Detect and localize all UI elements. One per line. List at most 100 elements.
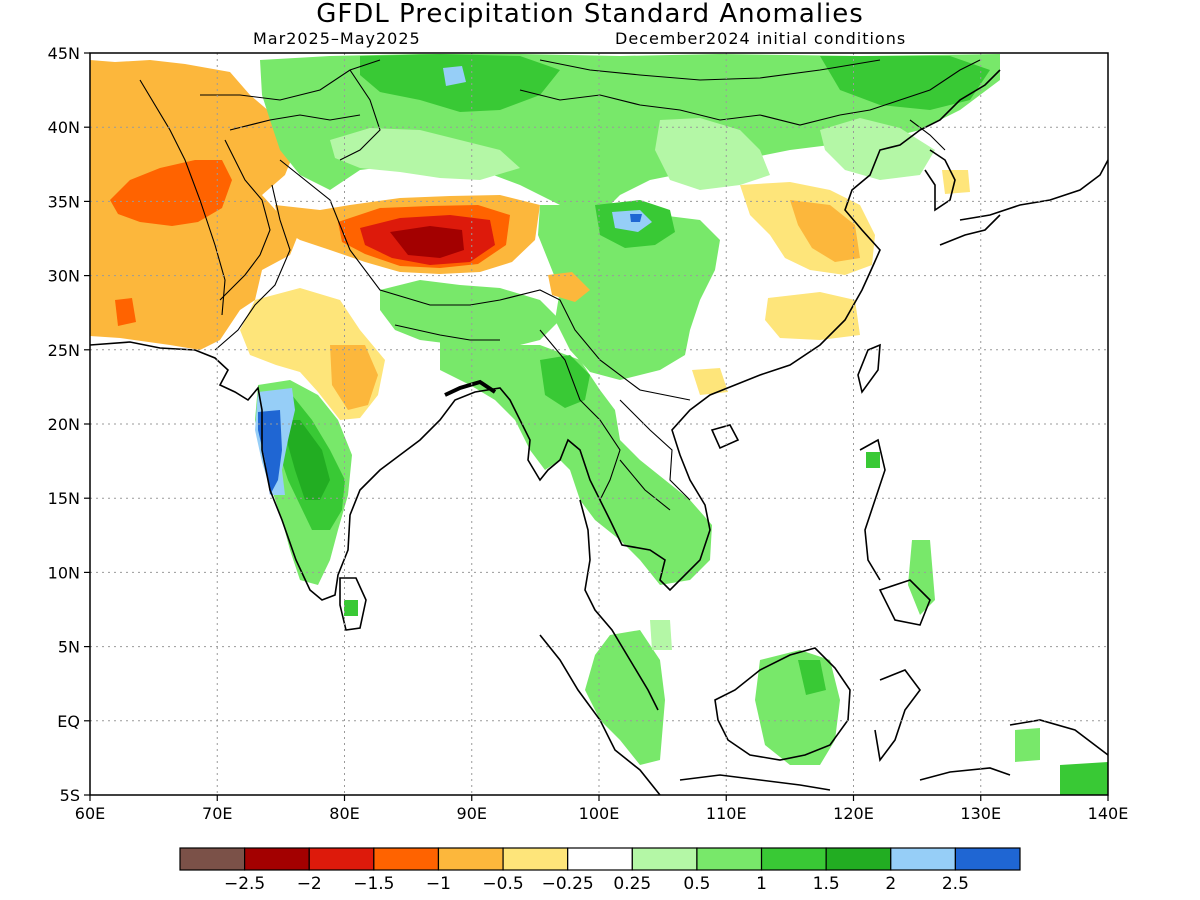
graticule: [90, 53, 1108, 795]
anomaly-neutral-china: [655, 118, 770, 190]
initial-conditions-label: December2024 initial conditions: [615, 29, 907, 48]
coastline-philippines-mindanao: [878, 579, 931, 626]
border-thailand-cambodia: [619, 459, 671, 511]
border-myanmar-east: [539, 329, 621, 501]
anomaly-green-malaysia: [585, 630, 665, 765]
colorbar-swatch: [502, 847, 569, 871]
lat-label: 35N: [48, 192, 80, 211]
lon-label: 110E: [706, 804, 747, 823]
border-china-korea: [909, 119, 946, 151]
political-borders: [139, 59, 981, 511]
colorbar: −2.5 −2 −1.5 −1 −0.5 −0.25 0.25 0.5 1 1.5 2 2.5: [179, 847, 1021, 894]
anomaly-neutral-north: [330, 128, 520, 180]
anomaly-green-borneo: [755, 650, 840, 765]
border-mongolia-north: [539, 59, 881, 81]
colorbar-label: −2: [297, 874, 322, 894]
anomaly-green-newguinea: [1015, 728, 1040, 762]
coastline-newguinea: [1009, 719, 1108, 756]
lat-label: 45N: [48, 44, 80, 63]
anomaly-light-green-se-asia: [650, 620, 672, 650]
colorbar-swatch: [631, 847, 698, 871]
anomaly-red-orange-west: [110, 160, 232, 226]
coastline-java: [679, 774, 831, 791]
colorbar-swatch: [825, 847, 892, 871]
coastline-korea: [924, 149, 956, 212]
lon-label: 140E: [1088, 804, 1129, 823]
lon-label: 80E: [329, 804, 359, 823]
anomaly-red-orange-west-2: [115, 298, 136, 326]
coastline-srilanka: [339, 577, 367, 631]
coastline-malay-peninsula: [579, 499, 659, 711]
anomaly-light-blue-north: [443, 66, 466, 86]
lat-label: 40N: [48, 118, 80, 137]
colorbar-label: 2.5: [942, 874, 969, 894]
colorbar-label: 0.25: [613, 874, 651, 894]
lon-label: 70E: [202, 804, 232, 823]
anomaly-yellow-korea: [942, 170, 970, 194]
coastline-borneo: [714, 647, 851, 761]
lat-label: 25N: [48, 341, 80, 360]
coastline-sumatra: [539, 634, 661, 795]
coastlines: [90, 69, 1108, 795]
colorbar-swatch: [437, 847, 504, 871]
lat-label: 5S: [60, 786, 80, 805]
coastline-bengal-delta: [444, 379, 497, 397]
anomaly-dark-green-india: [285, 420, 330, 500]
anomaly-orange-burma-n: [548, 272, 590, 302]
colorbar-swatch: [373, 847, 440, 871]
coastline-taiwan: [857, 343, 881, 394]
colorbar-swatch: [760, 847, 827, 871]
anomaly-mid-green-borneo: [798, 660, 826, 695]
colorbar-label: 1: [756, 874, 767, 894]
coastline-sulawesi: [874, 669, 921, 762]
colorbar-label: −2.5: [224, 874, 265, 894]
colorbar-label: −1.5: [353, 874, 394, 894]
colorbar-label: 0.5: [683, 874, 710, 894]
colorbar-swatch: [890, 847, 956, 871]
coastline-hainan: [710, 424, 740, 450]
lat-label: 20N: [48, 415, 80, 434]
colorbar-swatch: [696, 847, 763, 871]
anomaly-yellow-s-china: [692, 368, 728, 395]
border-china-kazakh: [339, 69, 381, 161]
lat-label: 10N: [48, 563, 80, 582]
anomaly-mid-green-luzon: [866, 452, 880, 468]
colorbar-label: −0.25: [542, 874, 594, 894]
border-nepal-bhutan: [394, 324, 500, 341]
map-axes: 60E 70E 80E 90E 100E 110E 120E 130E 140E 45N 40N 35…: [48, 44, 1129, 823]
anomaly-field: [90, 54, 1108, 795]
colorbar-swatch: [308, 847, 375, 871]
lat-label: 30N: [48, 267, 80, 286]
lon-label: 130E: [960, 804, 1001, 823]
colorbar-label: 2: [885, 874, 896, 894]
anomaly-yellow-se-china: [765, 292, 860, 340]
lat-label: 15N: [48, 489, 80, 508]
anomaly-green-nepal: [380, 280, 560, 350]
colorbar-label: −1: [426, 874, 451, 894]
lat-label: EQ: [57, 712, 80, 731]
border-central-asia: [229, 114, 361, 131]
anomaly-green-newguinea-2: [1060, 762, 1108, 795]
anomaly-orange-east-china: [790, 200, 860, 262]
anomaly-blue-india: [258, 410, 282, 495]
anomaly-light-green-north: [820, 118, 935, 180]
colorbar-swatch: [954, 847, 1021, 871]
coastline-timor: [919, 767, 1011, 781]
anomaly-green-srilanka: [344, 600, 358, 616]
coastline-japan-south: [939, 214, 1001, 246]
colorbar-swatch: [179, 847, 246, 871]
colorbar-swatch: [567, 847, 633, 871]
anomaly-green-myanmar: [440, 340, 712, 585]
anomaly-green-philippines: [908, 540, 935, 615]
border-russia-china-ne: [839, 59, 981, 116]
anomaly-blue-china: [630, 214, 642, 222]
lon-label: 100E: [579, 804, 620, 823]
lon-label: 60E: [75, 804, 105, 823]
border-kazakhstan: [200, 59, 381, 101]
anomaly-green-china: [538, 205, 720, 380]
anomaly-orange-central-india: [330, 345, 378, 410]
period-label: Mar2025–May2025: [253, 29, 421, 48]
coastline-arabian-sea: [90, 69, 1001, 601]
border-mongolia-south: [519, 89, 841, 126]
